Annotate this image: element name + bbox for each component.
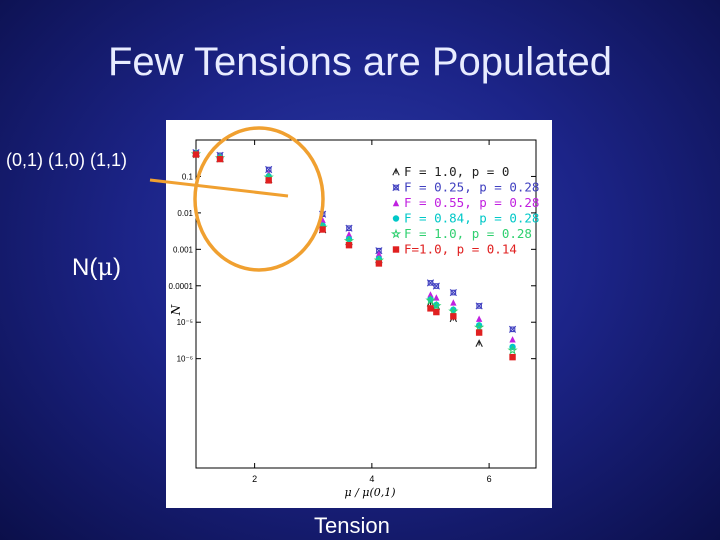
- data-point-series-4: [473, 321, 485, 332]
- n-suffix: ): [112, 254, 121, 281]
- plot-frame: [195, 139, 537, 469]
- data-point-series-5: [433, 308, 440, 316]
- data-point-series-4: [431, 300, 442, 311]
- data-point-series-1: [375, 247, 383, 255]
- data-point-series-0: [475, 339, 483, 347]
- axis-ticks: 2 4 6 0.1 0.01 0.001 0.0001 10⁻⁵ 10⁻⁶: [169, 140, 536, 484]
- data-point-series-2: [375, 250, 383, 258]
- legend-label-2: F = 0.55, p = 0.28: [404, 195, 539, 210]
- data-point-series-4: [448, 305, 459, 316]
- n-prefix: N(: [72, 254, 98, 281]
- data-point-series-5: [475, 329, 483, 336]
- tension-label: Tension: [314, 513, 390, 538]
- data-point-series-1: [345, 224, 353, 232]
- data-point-series-5: [265, 177, 272, 184]
- legend-label-0: F = 1.0, p = 0: [404, 164, 509, 179]
- legend-marker-5: [392, 246, 400, 253]
- y-tick-label: 10⁻⁵: [177, 318, 193, 327]
- legend-label-5: F=1.0, p = 0.14: [404, 242, 517, 257]
- data-point-series-5: [375, 260, 383, 267]
- mu-symbol: μ: [97, 253, 113, 281]
- data-point-series-5: [345, 241, 353, 249]
- legend-label-3: F = 0.84, p = 0.28: [404, 211, 539, 226]
- data-point-series-4: [507, 344, 518, 355]
- data-point-series-1: [449, 289, 457, 297]
- y-tick-label: 0.1: [182, 172, 194, 181]
- data-point-series-5: [509, 353, 516, 361]
- legend: F = 1.0, p = 0F = 0.25, p = 0.28F = 0.55…: [390, 164, 539, 257]
- data-point-series-1: [432, 282, 440, 290]
- y-tick-label: 0.001: [173, 245, 194, 254]
- data-point-series-2: [450, 299, 457, 306]
- y-tick-label: 0.0001: [169, 282, 194, 291]
- data-point-series-1: [475, 302, 483, 310]
- callout-label: (0,1) (1,0) (1,1): [6, 150, 128, 170]
- legend-marker-2: [392, 199, 400, 207]
- data-point-series-2: [475, 315, 483, 322]
- data-point-series-2: [345, 231, 353, 238]
- data-point-series-1: [508, 325, 517, 333]
- x-tick-label: 4: [369, 474, 374, 484]
- y-axis-label: N: [169, 304, 183, 316]
- legend-label-4: F = 1.0, p = 0.28: [404, 226, 532, 241]
- data-point-series-5: [192, 151, 200, 158]
- slide-title: Few Tensions are Populated: [107, 40, 613, 84]
- data-point-series-5: [216, 155, 224, 163]
- legend-marker-3: [392, 215, 400, 222]
- x-axis-label: μ / μ(0,1): [344, 486, 395, 499]
- data-point-series-5: [319, 226, 326, 233]
- data-point-series-2: [427, 291, 434, 298]
- data-point-series-1: [319, 210, 327, 218]
- legend-marker-4: [390, 228, 402, 239]
- legend-label-1: F = 0.25, p = 0.28: [404, 180, 539, 195]
- data-point-series-2: [509, 336, 516, 343]
- data-point-series-5: [450, 313, 457, 320]
- legend-marker-1: [392, 183, 400, 192]
- n-of-mu-label: N(μ): [72, 253, 121, 282]
- x-tick-label: 6: [487, 474, 492, 484]
- y-tick-label: 10⁻⁶: [177, 355, 193, 364]
- data-point-series-3: [475, 322, 483, 329]
- x-tick-label: 2: [252, 474, 257, 484]
- legend-marker-0: [392, 167, 400, 176]
- y-tick-label: 0.01: [177, 209, 193, 218]
- data-point-series-1: [426, 279, 435, 287]
- data-point-series-4: [425, 294, 436, 305]
- data-point-series-5: [427, 305, 434, 312]
